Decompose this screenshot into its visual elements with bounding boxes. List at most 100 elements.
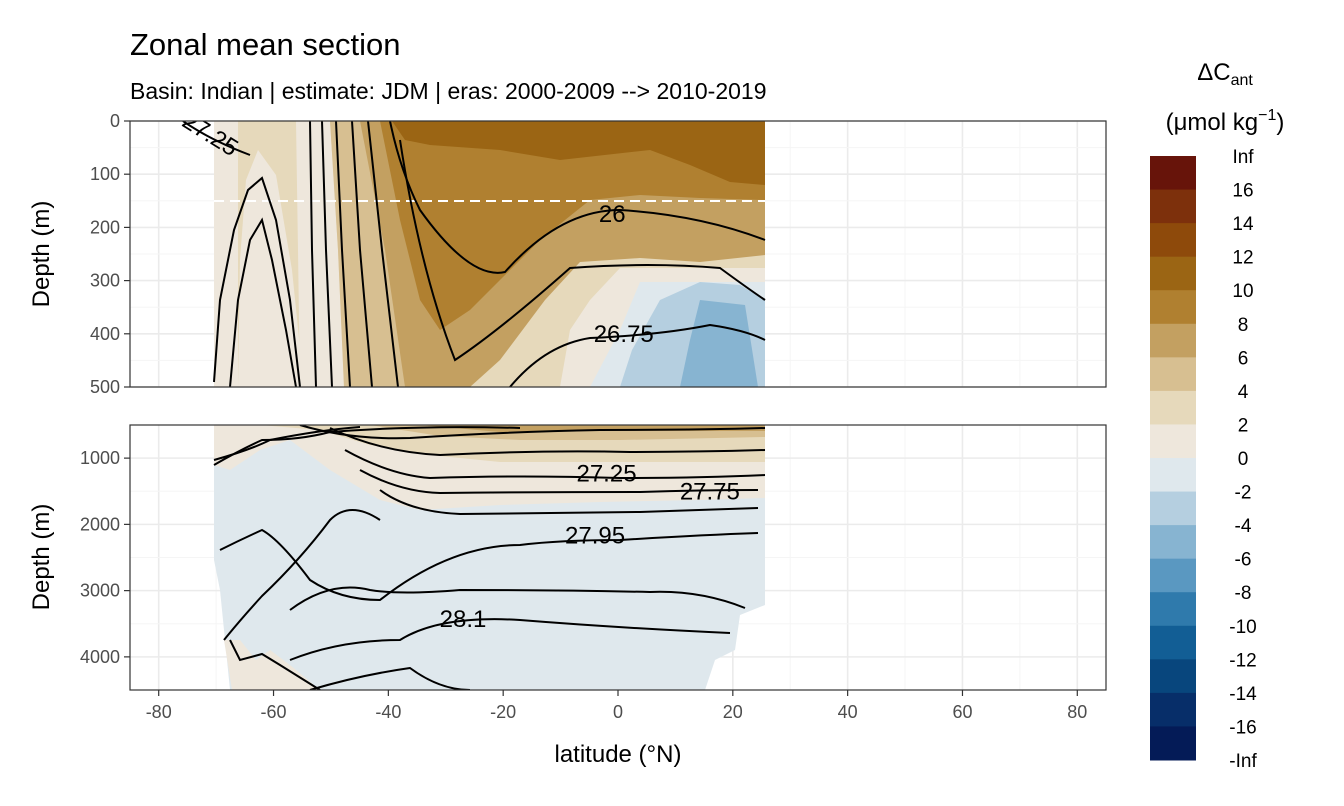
- legend-swatch: [1150, 256, 1196, 291]
- legend-label: -12: [1229, 650, 1256, 671]
- legend-swatch: [1150, 625, 1196, 660]
- legend-label: -14: [1229, 684, 1257, 705]
- lower-contour-line: [329, 427, 766, 457]
- lower-panel: 27.25 27.75 27.95 28.1 1000 2000 3000 4000: [80, 424, 1107, 691]
- legend-swatch: [1150, 189, 1196, 224]
- y-tick-label: 4000: [80, 647, 120, 667]
- legend-swatch: [1150, 290, 1196, 325]
- legend-label: -2: [1235, 483, 1252, 504]
- legend-label: 14: [1232, 214, 1254, 235]
- legend-label: -10: [1229, 617, 1256, 638]
- legend-unit-superscript: −1: [1258, 107, 1276, 124]
- legend-title-subscript: ant: [1231, 72, 1254, 89]
- y-tick-label: 2000: [80, 514, 120, 534]
- legend-swatch: [1150, 156, 1196, 191]
- upper-contour-line: [229, 217, 297, 387]
- legend-label: 10: [1232, 281, 1253, 302]
- chart-title: Zonal mean section: [130, 27, 401, 62]
- legend-label: -4: [1235, 516, 1252, 537]
- x-tick-label: 80: [1067, 702, 1087, 722]
- lower-field-deep-patch: [224, 640, 320, 690]
- y-tick-label: 500: [90, 377, 120, 397]
- lower-contour-labels: 27.25 27.75 27.95 28.1: [440, 460, 740, 633]
- legend-swatch: [1150, 692, 1196, 727]
- legend-label: 4: [1238, 382, 1249, 403]
- upper-contour-line: [182, 121, 251, 156]
- legend-label: Inf: [1232, 147, 1254, 168]
- legend-label: -8: [1235, 583, 1252, 604]
- contour-label: 27.25: [576, 460, 636, 487]
- upper-contour-line: [389, 121, 766, 274]
- lower-contours: [213, 425, 766, 690]
- upper-contour-line: [399, 139, 766, 362]
- legend-colorbar: [1150, 156, 1196, 761]
- upper-field-surface-max: [392, 121, 765, 185]
- x-axis: -80 -60 -40 -20 0 20 40 60 80: [146, 690, 1087, 722]
- legend-swatch: [1150, 458, 1196, 493]
- x-tick-label: 20: [723, 702, 743, 722]
- y-tick-label: 3000: [80, 581, 120, 601]
- lower-panel-field: 27.25 27.75 27.95 28.1: [213, 425, 766, 690]
- lower-contour-line: [344, 449, 766, 480]
- upper-y-axis: 0 100 200 300 400 500: [90, 111, 130, 397]
- legend-label: 12: [1232, 248, 1253, 269]
- legend-label: 2: [1238, 415, 1249, 436]
- legend-unit: (μmol kg−1): [1166, 107, 1285, 136]
- x-axis-title: latitude (°N): [555, 741, 682, 768]
- y-tick-label: 400: [90, 324, 120, 344]
- y-tick-label: 1000: [80, 448, 120, 468]
- y-tick-label: 100: [90, 164, 120, 184]
- contour-label: 27.75: [680, 478, 740, 505]
- legend-unit-close: ): [1276, 109, 1284, 136]
- lower-y-axis: 1000 2000 3000 4000: [80, 448, 130, 667]
- lower-contour-line: [289, 586, 746, 611]
- x-tick-label: -20: [490, 702, 516, 722]
- upper-contour-line: [321, 121, 333, 387]
- upper-contour-line: [367, 121, 399, 387]
- legend-label: 16: [1232, 181, 1253, 202]
- legend-swatch: [1150, 357, 1196, 392]
- chart-subtitle: Basin: Indian | estimate: JDM | eras: 20…: [130, 78, 767, 104]
- legend-swatch: [1150, 525, 1196, 560]
- upper-field-negative-min: [680, 300, 758, 387]
- legend-label: 6: [1238, 348, 1249, 369]
- legend-unit-main: (μmol kg: [1166, 109, 1259, 136]
- lower-contour-line: [289, 618, 731, 661]
- x-tick-label: -40: [375, 702, 401, 722]
- lower-contour-line: [219, 528, 759, 602]
- lower-contour-line: [359, 469, 759, 495]
- y-tick-label: 200: [90, 217, 120, 237]
- upper-contour-line: [213, 176, 301, 387]
- upper-contour-line: [309, 121, 317, 387]
- legend-title: ΔCant: [1197, 59, 1253, 89]
- y-axis-title-upper: Depth (m): [28, 201, 55, 308]
- lower-contour-line: [309, 666, 471, 690]
- legend-swatch: [1150, 323, 1196, 358]
- legend-title-main: ΔC: [1197, 59, 1230, 86]
- x-tick-label: -60: [261, 702, 287, 722]
- legend-swatch: [1150, 223, 1196, 258]
- y-tick-label: 0: [110, 111, 120, 131]
- upper-field-light-column: [296, 121, 344, 387]
- lower-contour-line: [229, 639, 321, 690]
- x-tick-label: -80: [146, 702, 172, 722]
- lower-contour-line: [223, 509, 381, 641]
- legend-label: 0: [1238, 449, 1249, 470]
- legend-label: 8: [1238, 315, 1249, 336]
- color-legend: ΔCant (μmol kg−1) Inf 16 14 12 10 8 6 4 2 0 -2 -4 -6…: [1150, 59, 1284, 772]
- x-tick-label: 40: [838, 702, 858, 722]
- legend-swatch: [1150, 592, 1196, 627]
- legend-swatch: [1150, 424, 1196, 459]
- x-tick-label: 60: [952, 702, 972, 722]
- lower-contour-line: [299, 425, 766, 440]
- contour-label: 26: [599, 201, 626, 228]
- upper-contour-line: [509, 323, 766, 387]
- x-tick-label: 0: [613, 702, 623, 722]
- y-axis-title-lower: Depth (m): [28, 504, 55, 611]
- legend-labels: Inf 16 14 12 10 8 6 4 2 0 -2 -4 -6 -8 -10 -12 -14 -16 -Inf: [1229, 147, 1257, 772]
- legend-swatch: [1150, 491, 1196, 526]
- legend-swatch: [1150, 390, 1196, 425]
